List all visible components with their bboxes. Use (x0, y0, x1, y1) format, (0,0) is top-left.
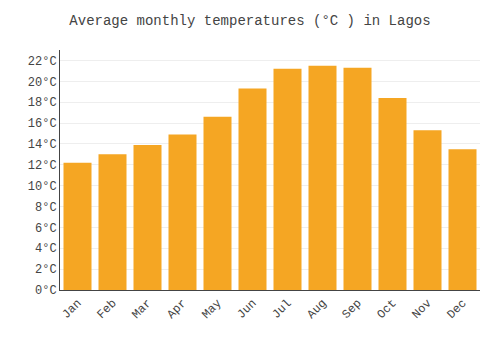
svg-text:Jul: Jul (269, 297, 294, 322)
svg-text:20°C: 20°C (28, 76, 57, 90)
svg-text:8°C: 8°C (35, 201, 57, 215)
svg-text:22°C: 22°C (28, 55, 57, 69)
svg-text:10°C: 10°C (28, 180, 57, 194)
svg-text:18°C: 18°C (28, 96, 57, 110)
svg-text:12°C: 12°C (28, 159, 57, 173)
svg-text:Feb: Feb (94, 297, 119, 322)
svg-text:Aug: Aug (304, 297, 329, 322)
svg-text:14°C: 14°C (28, 138, 57, 152)
svg-text:Nov: Nov (409, 297, 434, 322)
svg-text:Oct: Oct (374, 297, 399, 322)
svg-text:Apr: Apr (164, 297, 189, 322)
svg-text:Jan: Jan (59, 297, 84, 322)
svg-text:0°C: 0°C (35, 284, 57, 298)
svg-text:4°C: 4°C (35, 242, 57, 256)
svg-text:May: May (199, 297, 224, 322)
svg-text:Average monthly temperatures (: Average monthly temperatures (°C ) in La… (69, 13, 430, 29)
svg-text:16°C: 16°C (28, 117, 57, 131)
svg-text:Jun: Jun (234, 297, 259, 322)
svg-text:2°C: 2°C (35, 263, 57, 277)
svg-text:Dec: Dec (444, 297, 469, 322)
svg-text:6°C: 6°C (35, 222, 57, 236)
svg-text:Mar: Mar (129, 297, 154, 322)
svg-text:Sep: Sep (339, 297, 364, 322)
